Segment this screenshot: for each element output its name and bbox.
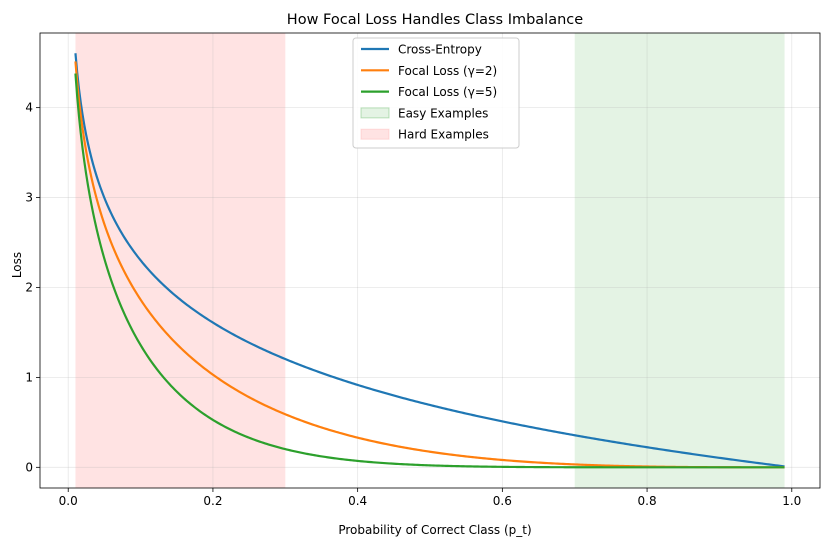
legend-label: Easy Examples: [398, 106, 488, 120]
plot-frame: [39, 32, 821, 489]
series-lines: [74, 53, 785, 469]
y-tick-label: 4: [25, 101, 33, 115]
x-tick-label: 1.0: [782, 494, 801, 508]
y-tick-label: 2: [25, 280, 33, 294]
legend-patch-swatch: [360, 107, 390, 119]
y-axis-ticks: 0 1 2 3 4: [25, 101, 40, 474]
shaded-regions: [75, 33, 785, 488]
x-tick-label: 0.2: [203, 494, 222, 508]
legend-label: Cross-Entropy: [398, 43, 482, 57]
y-tick-label: 0: [25, 460, 33, 474]
region-hard-examples: [75, 33, 286, 488]
series-line-2: [74, 73, 785, 469]
region-easy-examples: [574, 33, 785, 488]
legend: Cross-Entropy Focal Loss (γ=2) Focal Loss …: [352, 37, 520, 149]
legend-box: [352, 37, 520, 149]
chart-title: How Focal Loss Handles Class Imbalance: [287, 12, 583, 28]
y-axis-label: Loss: [10, 252, 24, 278]
x-axis-ticks: 0.0 0.2 0.4 0.6 0.8 1.0: [59, 488, 801, 508]
series-line-0: [74, 53, 785, 468]
x-tick-label: 0.4: [348, 494, 367, 508]
x-tick-label: 0.0: [59, 494, 78, 508]
x-axis-label: Probability of Correct Class (p_t): [338, 523, 531, 537]
x-tick-label: 0.6: [493, 494, 512, 508]
y-tick-label: 3: [25, 191, 33, 205]
y-tick-label: 1: [25, 370, 33, 384]
legend-label: Focal Loss (γ=2): [398, 64, 497, 78]
legend-label: Focal Loss (γ=5): [398, 85, 497, 99]
x-tick-label: 0.8: [638, 494, 657, 508]
legend-patch-swatch: [360, 128, 390, 140]
legend-label: Hard Examples: [398, 128, 489, 142]
